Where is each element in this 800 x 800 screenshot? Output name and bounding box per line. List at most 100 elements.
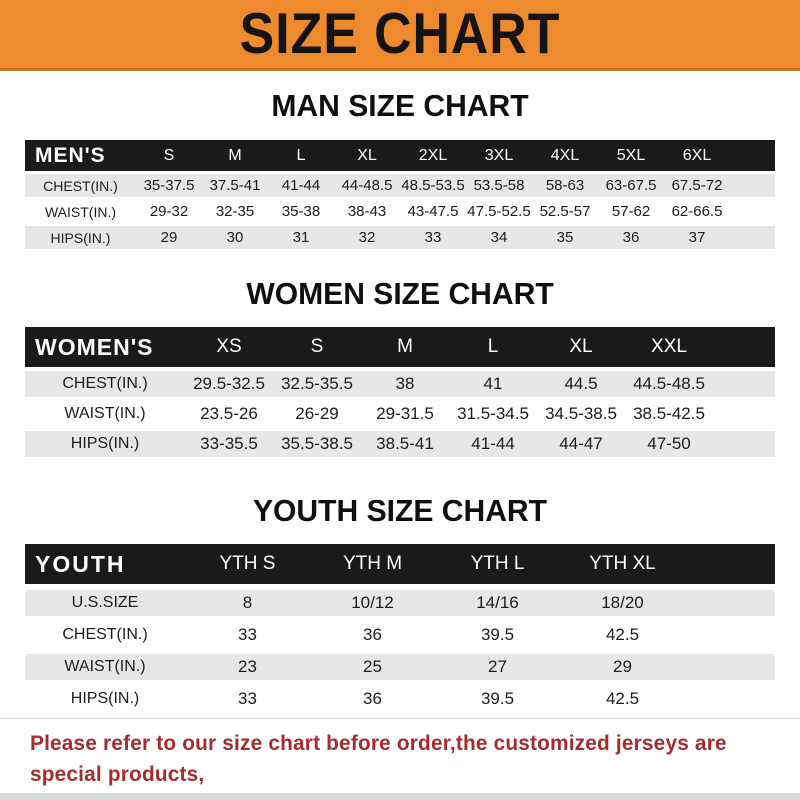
table-header-row: YOUTH YTH S YTH M YTH L YTH XL	[25, 544, 775, 584]
table-row: CHEST(IN.) 35-37.5 37.5-41 41-44 44-48.5 48.5…	[25, 174, 775, 197]
table-row: CHEST(IN.) 29.5-32.5 32.5-35.5 38 41 44.5 44.5…	[25, 371, 775, 397]
filler-cell	[730, 140, 775, 171]
size-value: 38-43	[334, 200, 400, 223]
youth-size-table: YOUTH YTH S YTH M YTH L YTH XL U.S.SIZE 8 10/12…	[25, 538, 775, 718]
row-label: WAIST(IN.)	[25, 401, 185, 427]
size-column-header: XS	[185, 327, 273, 367]
size-value: 33	[185, 622, 310, 648]
men-size-table: MEN'S S M L XL 2XL 3XL 4XL 5XL 6XL CHEST(IN.) 35-37…	[25, 137, 775, 252]
filler-cell	[730, 226, 775, 249]
row-label: HIPS(IN.)	[25, 226, 136, 249]
row-label: U.S.SIZE	[25, 590, 185, 616]
table-row: WAIST(IN.) 23 25 27 29	[25, 654, 775, 680]
size-value: 37.5-41	[202, 174, 268, 197]
order-notice: Please refer to our size chart before or…	[0, 718, 800, 800]
size-value: 32.5-35.5	[273, 371, 361, 397]
row-label: CHEST(IN.)	[25, 371, 185, 397]
table-title-cell: WOMEN'S	[25, 327, 185, 367]
size-column-header: 3XL	[466, 140, 532, 171]
size-column-header: S	[273, 327, 361, 367]
size-column-header: XL	[537, 327, 625, 367]
size-value: 38.5-41	[361, 431, 449, 457]
size-column-header: YTH M	[310, 544, 435, 584]
row-label: WAIST(IN.)	[25, 200, 136, 223]
size-value: 32-35	[202, 200, 268, 223]
filler-cell	[730, 200, 775, 223]
row-label: CHEST(IN.)	[25, 174, 136, 197]
size-value: 41-44	[268, 174, 334, 197]
size-value: 38	[361, 371, 449, 397]
row-label: WAIST(IN.)	[25, 654, 185, 680]
size-column-header: YTH XL	[560, 544, 685, 584]
size-column-header: S	[136, 140, 202, 171]
size-value: 39.5	[435, 622, 560, 648]
table-title-cell: YOUTH	[25, 544, 185, 584]
filler-cell	[713, 431, 775, 457]
table-row: HIPS(IN.) 33 36 39.5 42.5	[25, 686, 775, 712]
size-value: 36	[598, 226, 664, 249]
filler-cell	[685, 544, 775, 584]
size-value: 42.5	[560, 686, 685, 712]
filler-cell	[713, 327, 775, 367]
table-header-row: WOMEN'S XS S M L XL XXL	[25, 327, 775, 367]
size-value: 67.5-72	[664, 174, 730, 197]
size-value: 34	[466, 226, 532, 249]
filler-cell	[685, 654, 775, 680]
size-value: 62-66.5	[664, 200, 730, 223]
size-value: 8	[185, 590, 310, 616]
table-header-row: MEN'S S M L XL 2XL 3XL 4XL 5XL 6XL	[25, 140, 775, 171]
size-column-header: XXL	[625, 327, 713, 367]
size-value: 29	[560, 654, 685, 680]
size-value: 41-44	[449, 431, 537, 457]
size-column-header: YTH L	[435, 544, 560, 584]
size-column-header: 2XL	[400, 140, 466, 171]
size-value: 44-48.5	[334, 174, 400, 197]
size-value: 29-32	[136, 200, 202, 223]
size-value: 31	[268, 226, 334, 249]
filler-cell	[685, 622, 775, 648]
row-label: HIPS(IN.)	[25, 431, 185, 457]
filler-cell	[713, 401, 775, 427]
size-column-header: XL	[334, 140, 400, 171]
size-value: 48.5-53.5	[400, 174, 466, 197]
size-value: 42.5	[560, 622, 685, 648]
size-column-header: L	[449, 327, 537, 367]
size-value: 18/20	[560, 590, 685, 616]
size-value: 35	[532, 226, 598, 249]
youth-section-heading: YOUTH SIZE CHART	[252, 493, 548, 528]
size-value: 31.5-34.5	[449, 401, 537, 427]
table-title-cell: MEN'S	[25, 140, 136, 171]
table-row: CHEST(IN.) 33 36 39.5 42.5	[25, 622, 775, 648]
size-value: 35-38	[268, 200, 334, 223]
filler-cell	[713, 371, 775, 397]
size-column-header: L	[268, 140, 334, 171]
filler-cell	[685, 686, 775, 712]
women-size-table: WOMEN'S XS S M L XL XXL CHEST(IN.) 29.5-32.5 32.5…	[25, 323, 775, 461]
size-column-header: M	[361, 327, 449, 367]
notice-line-1: Please refer to our size chart before or…	[30, 732, 727, 786]
size-value: 38.5-42.5	[625, 401, 713, 427]
size-value: 29-31.5	[361, 401, 449, 427]
size-value: 35-37.5	[136, 174, 202, 197]
size-column-header: 6XL	[664, 140, 730, 171]
filler-cell	[730, 174, 775, 197]
size-value: 29.5-32.5	[185, 371, 273, 397]
size-value: 47.5-52.5	[466, 200, 532, 223]
size-value: 53.5-58	[466, 174, 532, 197]
table-row: WAIST(IN.) 23.5-26 26-29 29-31.5 31.5-34.5 34…	[25, 401, 775, 427]
size-value: 44.5-48.5	[625, 371, 713, 397]
size-value: 25	[310, 654, 435, 680]
size-value: 10/12	[310, 590, 435, 616]
size-value: 29	[136, 226, 202, 249]
row-label: CHEST(IN.)	[25, 622, 185, 648]
size-value: 32	[334, 226, 400, 249]
size-value: 23	[185, 654, 310, 680]
size-value: 39.5	[435, 686, 560, 712]
size-value: 14/16	[435, 590, 560, 616]
table-row: HIPS(IN.) 33-35.5 35.5-38.5 38.5-41 41-44 44-…	[25, 431, 775, 457]
filler-cell	[685, 590, 775, 616]
size-column-header: 5XL	[598, 140, 664, 171]
size-value: 47-50	[625, 431, 713, 457]
size-column-header: 4XL	[532, 140, 598, 171]
